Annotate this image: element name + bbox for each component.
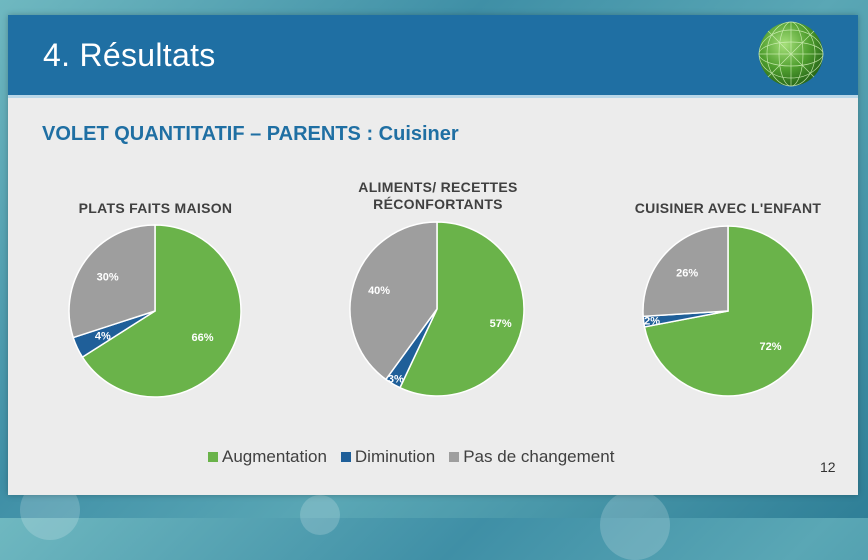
chart-title-plats: PLATS FAITS MAISON [78,200,233,216]
slide-header: 4. Résultats [8,15,858,98]
pie-cuisiner-label-augmentation: 72% [760,341,782,353]
legend-item-pas-de-changement: Pas de changement [449,447,614,467]
pie-cuisiner-label-diminution: 2% [644,316,660,328]
section-subtitle: VOLET QUANTITATIF – PARENTS : Cuisiner [42,123,459,145]
legend-swatch-diminution [340,452,351,462]
chart-title-aliments-line1: ALIMENTS/ RECETTES [358,179,518,195]
legend-swatch-pas-de-changement [449,452,460,462]
legend-swatch-augmentation [208,452,218,462]
chart-title-aliments: ALIMENTS/ RECETTES RÉCONFORTANTS [308,179,568,213]
legend-label-pas-de-changement: Pas de changement [463,447,615,466]
pie-aliments-slice-pas-de-changement [349,221,438,381]
legend-item-diminution: Diminution [340,447,436,467]
pie-aliments-label-pas-de-changement: 40% [368,285,390,297]
chart-title-cuisiner: CUISINER AVEC L'ENFANT [634,200,822,216]
pie-aliments-label-diminution: 3% [388,374,404,386]
pie-plats-label-pas-de-changement: 30% [97,272,119,284]
legend-label-augmentation: Augmentation [222,447,327,466]
pie-plats-slice-augmentation [81,224,242,398]
pie-plats-label-diminution: 4% [95,331,111,343]
slide: 4. Résultats VOLET QUANTIT [8,15,858,495]
slide-title: 4. Résultats [43,37,216,73]
pie-plats-slice-pas-de-changement [68,224,156,339]
chart-legend: Augmentation Diminution Pas de changemen… [208,447,614,467]
chart-title-aliments-line2: RÉCONFORTANTS [373,196,503,212]
pie-cuisiner-label-pas-de-changement: 26% [676,268,698,280]
pie-plats-label-augmentation: 66% [191,332,213,344]
legend-item-augmentation: Augmentation [208,447,327,467]
pie-aliments-label-augmentation: 57% [490,318,512,330]
legend-label-diminution: Diminution [354,447,436,466]
pie-charts: 66% 4% 30% 57% 3% 40% 72% 2% 26% [68,221,814,398]
page-number: 12 [820,459,836,475]
pie-cuisiner-slice-pas-de-changement [642,225,729,318]
globe-logo-icon [758,21,824,87]
pie-aliments-slice-augmentation [398,221,525,397]
